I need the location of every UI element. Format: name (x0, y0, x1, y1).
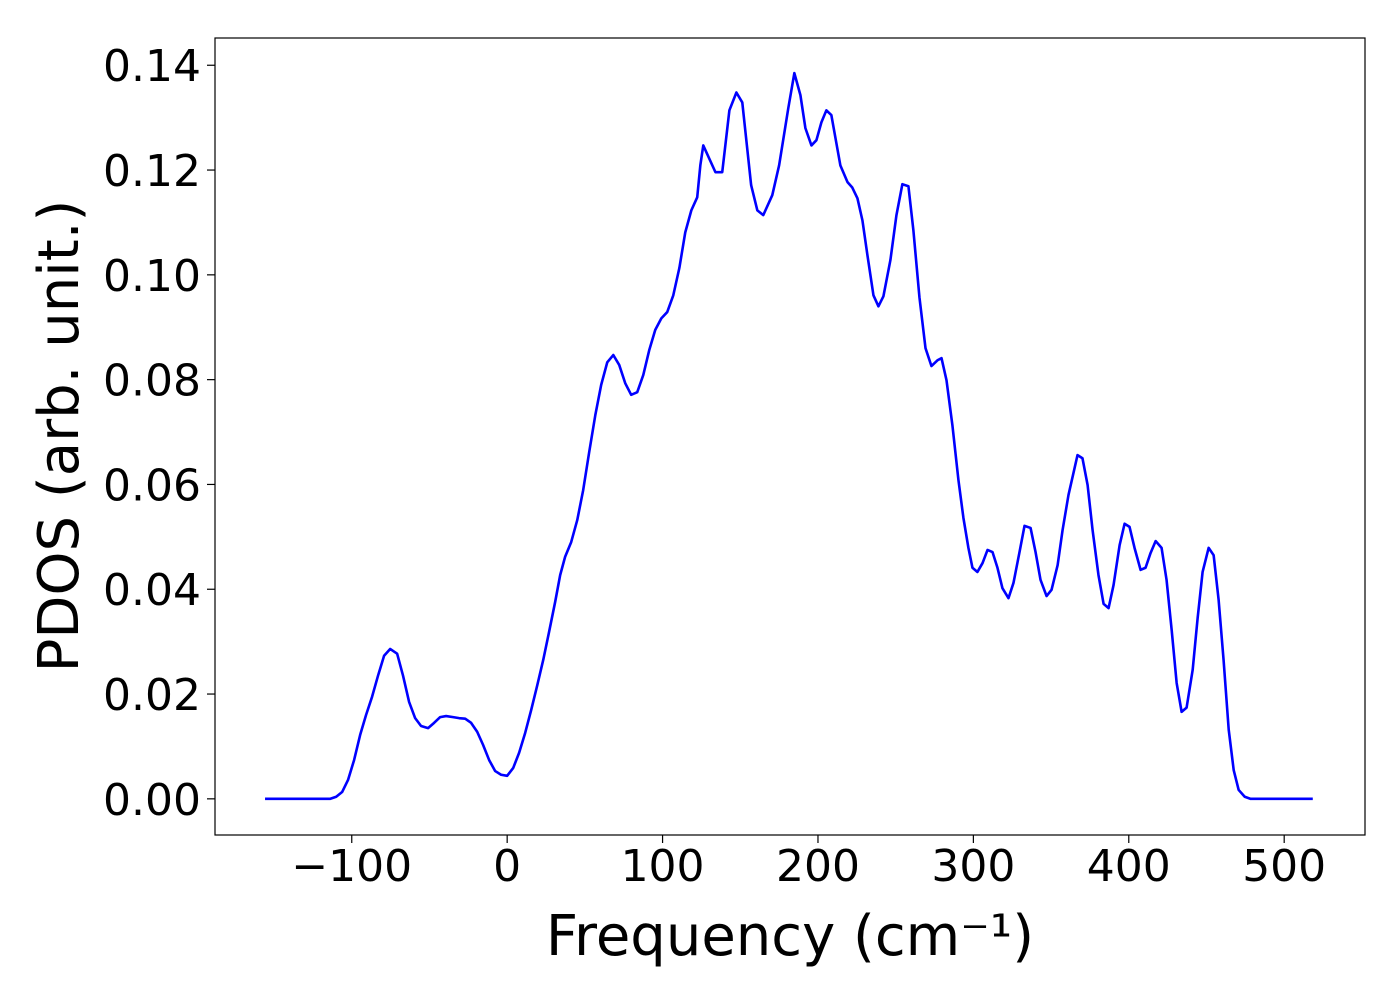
x-tick-label: 0 (493, 841, 521, 892)
y-tick-label: 0.10 (103, 251, 201, 302)
y-tick-label: 0.04 (103, 565, 201, 616)
plot-frame (214, 37, 1366, 836)
x-tick-label: −100 (291, 841, 412, 892)
y-tick-label: 0.14 (103, 41, 201, 92)
x-tick-label: 300 (931, 841, 1015, 892)
x-tick-label: 100 (621, 841, 705, 892)
y-tick-label: 0.00 (103, 775, 201, 826)
y-tick-label: 0.02 (103, 670, 201, 721)
x-tick-label: 200 (776, 841, 860, 892)
y-tick-label: 0.08 (103, 356, 201, 407)
y-tick-label: 0.06 (103, 460, 201, 511)
x-tick-label: 500 (1242, 841, 1326, 892)
y-tick-label: 0.12 (103, 146, 201, 197)
x-tick-label: 400 (1087, 841, 1171, 892)
y-axis-label: PDOS (arb. unit.) (27, 200, 92, 673)
x-axis-label: Frequency (cm⁻¹) (546, 904, 1034, 969)
data-line (265, 71, 1313, 801)
